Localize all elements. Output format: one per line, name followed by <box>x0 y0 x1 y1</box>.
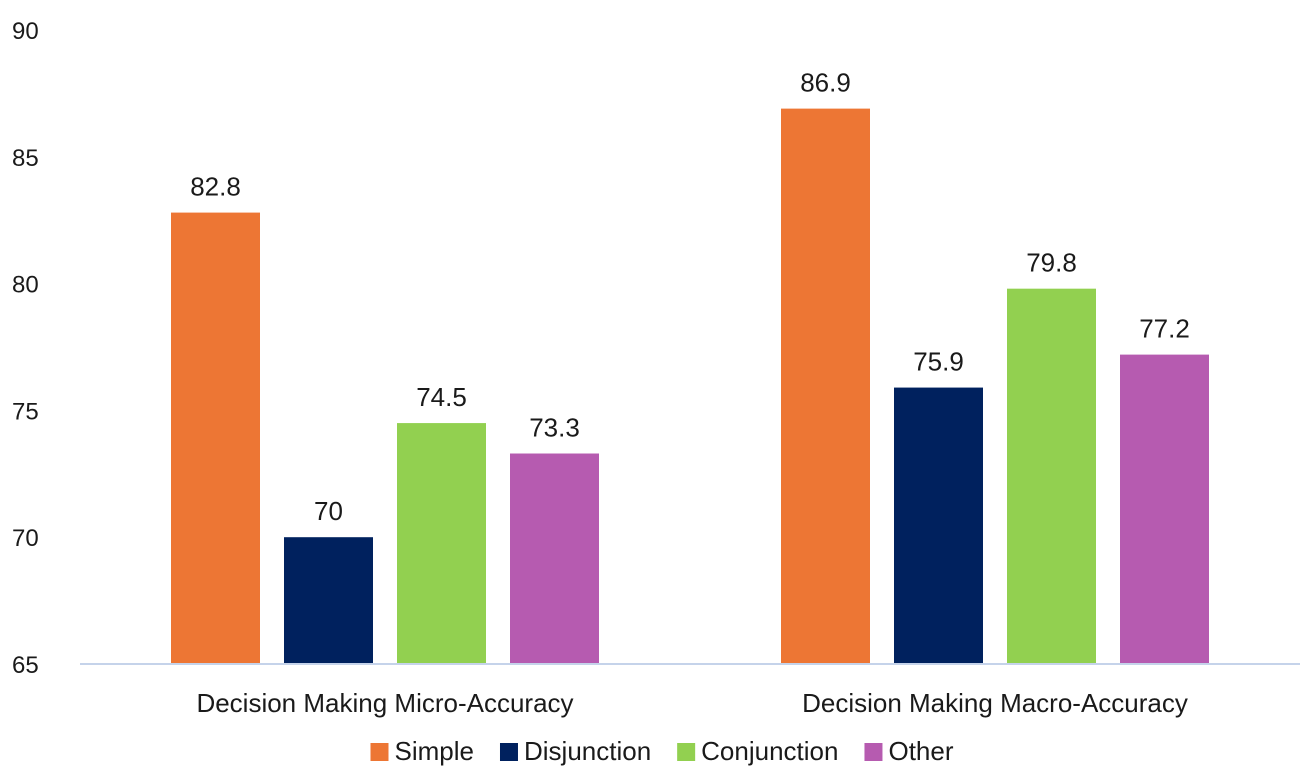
legend-label: Disjunction <box>524 736 651 766</box>
bar-disjunction-2 <box>894 387 983 664</box>
bar-simple-1 <box>171 212 260 665</box>
legend-label: Simple <box>395 736 474 766</box>
y-tick-label: 85 <box>12 145 39 172</box>
data-label: 75.9 <box>913 347 964 377</box>
data-label: 82.8 <box>190 172 241 202</box>
legend-label: Conjunction <box>701 736 838 766</box>
legend-swatch <box>677 743 696 761</box>
legend-item: Simple <box>370 736 474 766</box>
bar-conjunction-2 <box>1007 288 1096 664</box>
legend: Simple Disjunction Conjunction Other <box>370 736 954 766</box>
legend-label: Other <box>888 736 953 766</box>
data-label: 70 <box>314 496 343 526</box>
bar-disjunction-1 <box>284 537 373 664</box>
bar-simple-2 <box>781 108 870 665</box>
y-tick-label: 75 <box>12 398 39 425</box>
category-labels: Decision Making Micro-Accuracy Decision M… <box>196 688 1187 718</box>
data-labels: 82.8 70 74.5 73.3 86.9 75.9 79.8 77.2 <box>190 68 1190 527</box>
legend-swatch <box>370 743 389 761</box>
y-tick-label: 70 <box>12 525 39 552</box>
legend-item: Conjunction <box>677 736 838 766</box>
data-label: 77.2 <box>1139 314 1190 344</box>
data-label: 79.8 <box>1026 248 1077 278</box>
data-label: 86.9 <box>800 68 851 98</box>
data-label: 73.3 <box>529 413 580 443</box>
y-tick-label: 80 <box>12 272 39 299</box>
legend-item: Disjunction <box>499 736 651 766</box>
legend-swatch <box>499 743 518 761</box>
bar-other-2 <box>1120 354 1209 664</box>
y-tick-label: 90 <box>12 18 39 45</box>
y-axis-ticks: 65 70 75 80 85 90 <box>12 18 39 679</box>
bar-conjunction-1 <box>397 423 486 664</box>
legend-item: Other <box>864 736 954 766</box>
data-label: 74.5 <box>416 382 467 412</box>
bar-other-1 <box>510 453 599 664</box>
legend-swatch <box>864 743 883 761</box>
x-category-label: Decision Making Macro-Accuracy <box>802 688 1188 718</box>
y-tick-label: 65 <box>12 652 39 679</box>
x-category-label: Decision Making Micro-Accuracy <box>196 688 573 718</box>
bars <box>171 108 1209 665</box>
